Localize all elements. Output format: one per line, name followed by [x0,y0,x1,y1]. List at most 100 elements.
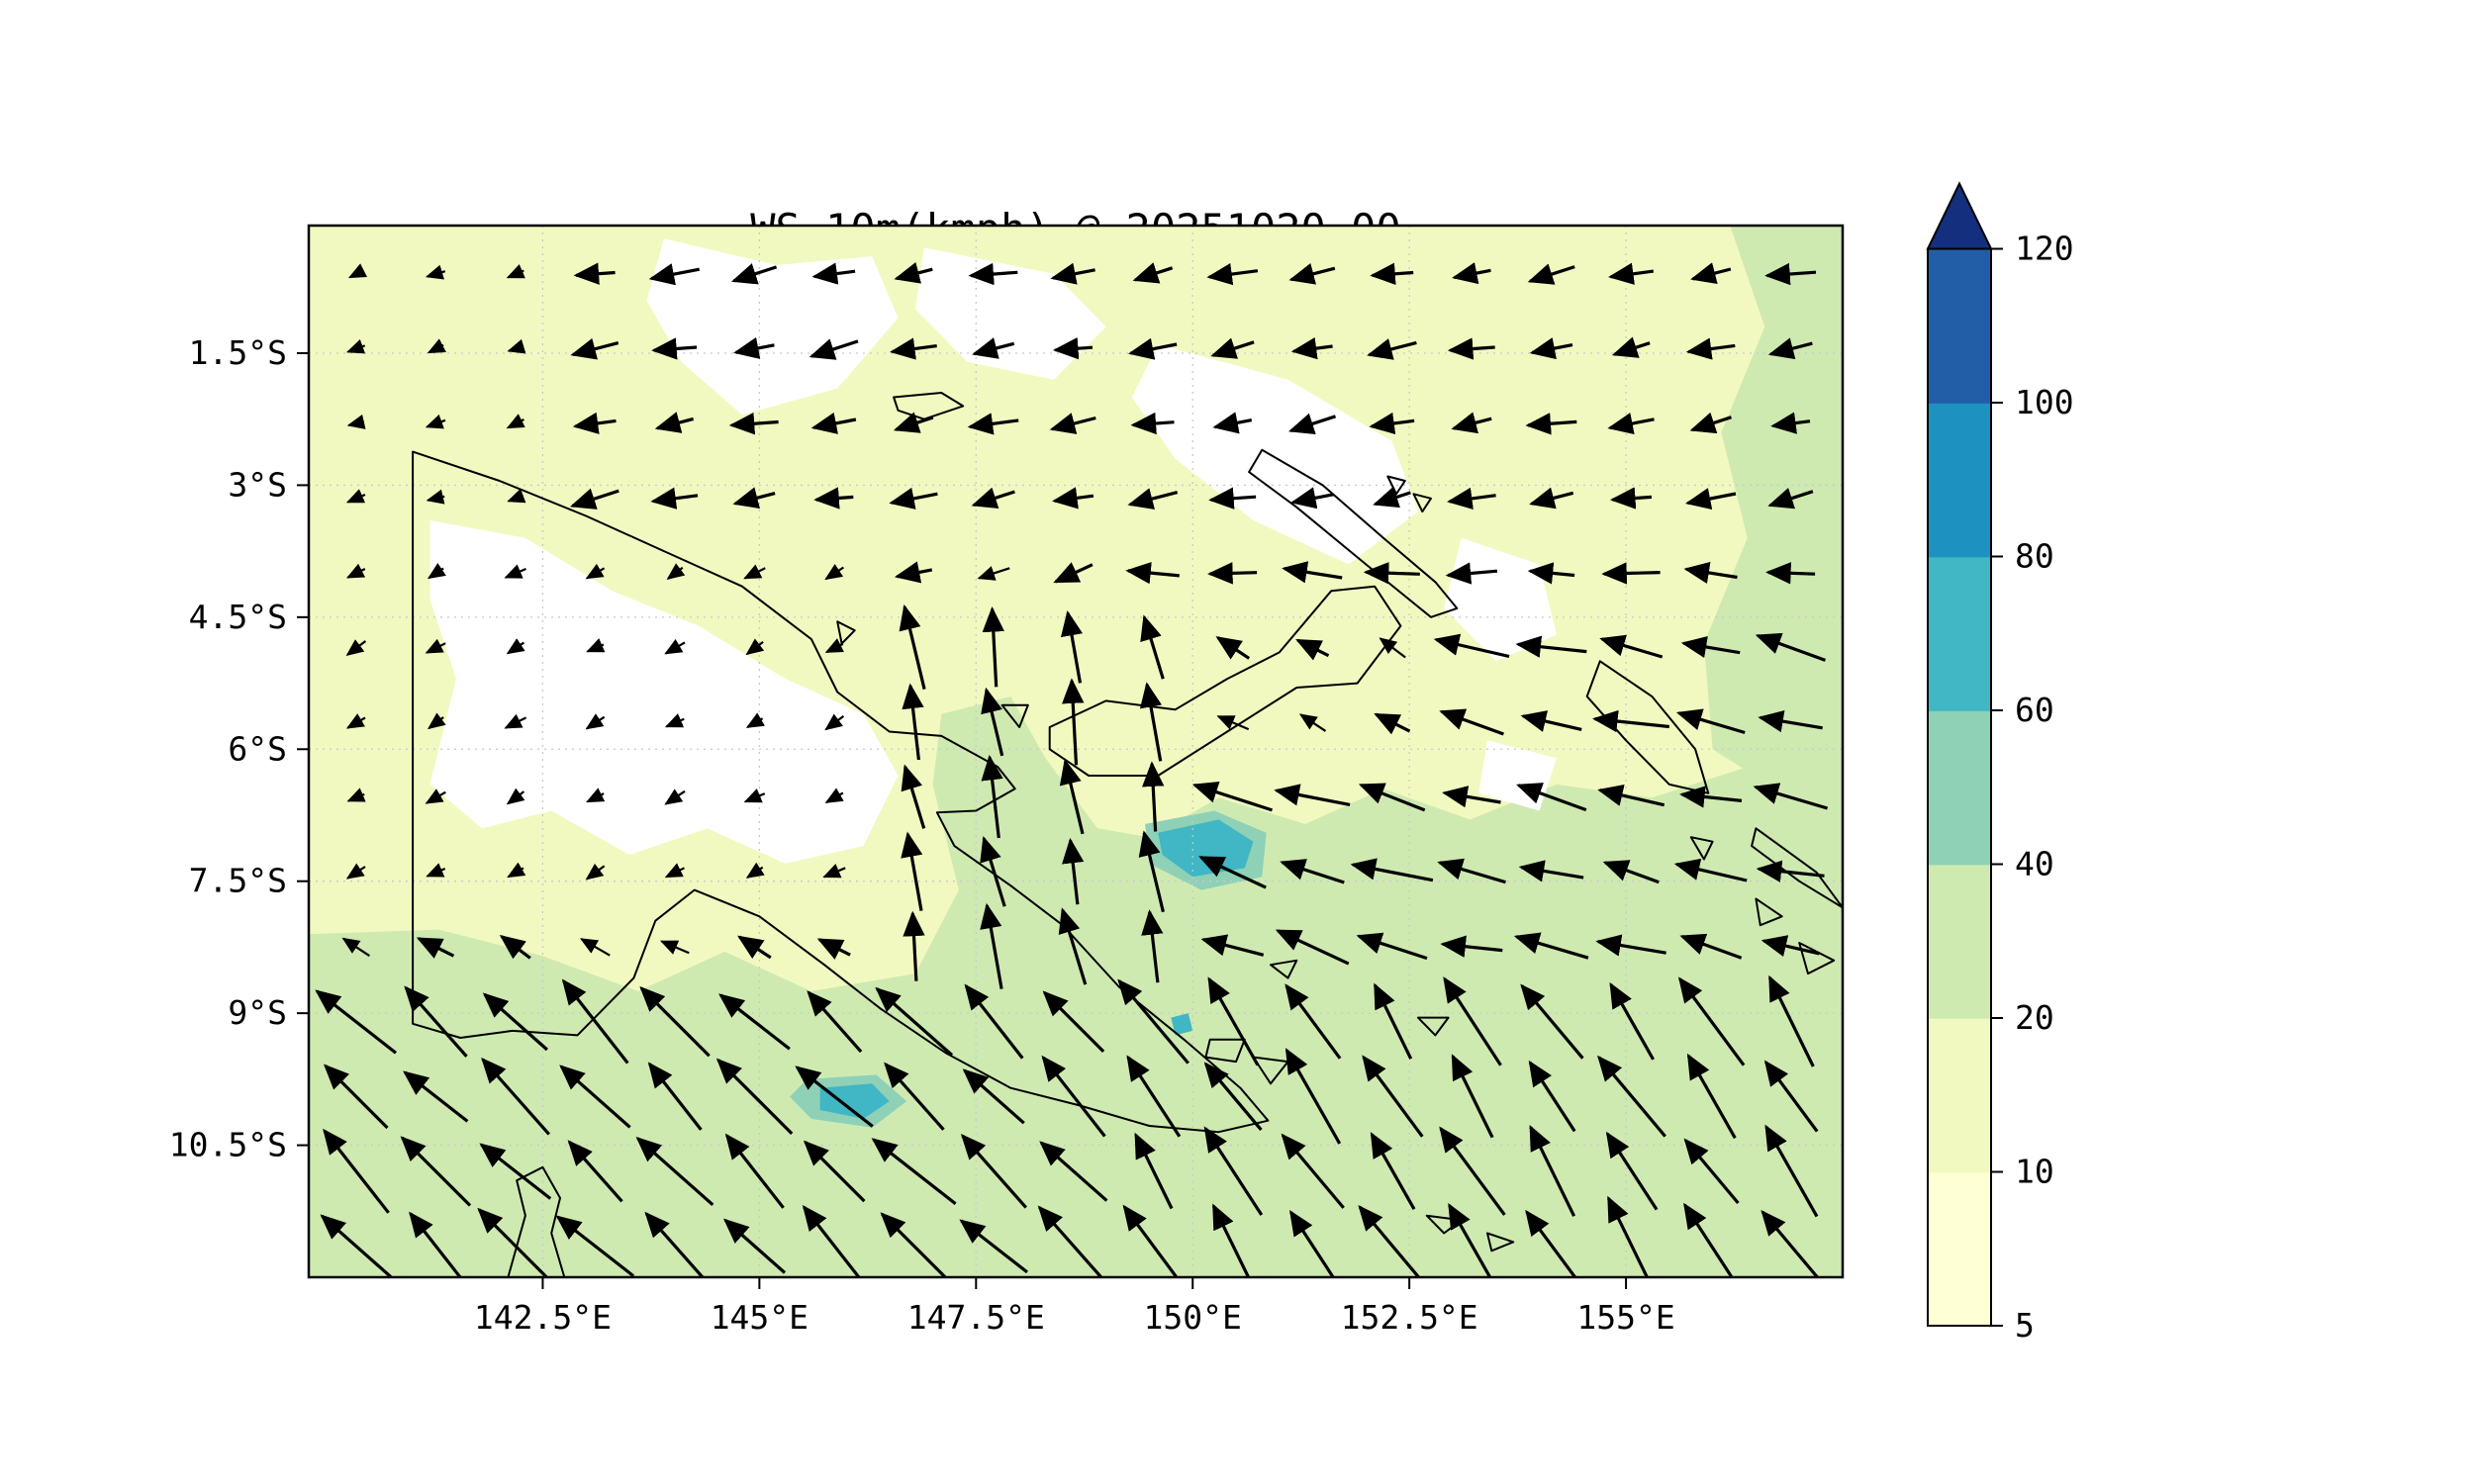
wind-arrow [1753,783,1829,810]
wind-arrow [1515,635,1587,658]
wind-arrow [1042,990,1105,1054]
wind-arrow [899,603,926,690]
contour-region-cyan-core-solomon-60-80 [1158,819,1254,878]
wind-arrow [1037,1205,1103,1277]
wind-arrow [664,638,686,655]
wind-arrow [426,863,446,878]
wind-arrow [1350,858,1434,882]
wind-arrow [1528,1060,1576,1133]
wind-arrow [1052,487,1094,510]
wind-arrow [506,638,525,655]
wind-arrow [664,788,686,805]
y-tick-label: 7.5°S [189,862,287,900]
wind-arrow [745,862,765,879]
wind-arrow [1599,634,1664,659]
wind-arrow [894,261,933,284]
wind-arrow [1764,1124,1819,1218]
wind-arrow [499,934,531,960]
wind-arrow [1520,983,1584,1060]
wind-arrow [1597,1055,1666,1138]
y-tick-label: 9°S [228,993,287,1032]
wind-arrow [1755,632,1827,662]
wind-arrow [1282,561,1343,584]
wind-arrow [479,1143,552,1200]
wind-arrow [647,1062,703,1131]
wind-arrow [893,412,934,433]
wind-arrow [1683,1138,1740,1205]
wind-arrow [964,983,1024,1060]
wind-arrow [507,338,526,354]
wind-arrow [425,264,446,280]
wind-arrow [960,1133,1027,1209]
wind-arrow [1756,860,1825,882]
colorbar-segment [1928,248,1991,404]
wind-arrow [875,986,954,1057]
wind-arrow [1765,562,1816,585]
axes: 142.5°E 145°E 147.5°E 150°E 152.5°E 155°E 1.5°… [169,333,1675,1337]
wind-arrow [400,1136,472,1207]
colorbar-tick-label: 10 [2015,1153,2054,1191]
wind-arrow [1606,1195,1650,1277]
wind-arrow [1275,929,1350,966]
wind-arrow [1679,933,1743,960]
wind-arrow [1289,1210,1336,1277]
wind-arrow [1285,983,1342,1060]
wind-arrow [561,978,629,1065]
wind-arrow [345,338,366,354]
wind-arrow [1448,1202,1492,1277]
wind-arrow [427,563,446,580]
wind-arrow [1358,783,1426,812]
wind-arrow [1290,337,1333,360]
wind-arrow [1206,263,1259,286]
wind-arrow [666,563,686,580]
wind-arrow [1439,1126,1506,1216]
wind-arrow [1527,562,1575,585]
colorbar-segment [1928,1171,1991,1327]
wind-arrow [824,564,845,581]
wind-arrow [1770,412,1811,434]
coastline-trobriand [1270,959,1298,979]
x-tick-label: 150°E [1144,1298,1242,1337]
wind-arrow [1683,1202,1734,1277]
wind-arrow [579,938,611,957]
wind-arrow [1362,1055,1424,1138]
wind-arrow [1370,1132,1416,1210]
wind-arrow [1274,784,1351,806]
wind-arrow [1675,708,1746,735]
wind-arrow [967,413,1019,435]
colorbar-segment [1928,556,1991,711]
wind-arrow [737,935,772,960]
wind-arrow [345,639,367,656]
wind-arrow [1288,262,1336,285]
wind-arrow [728,413,779,435]
coastline-umboi [1000,703,1029,728]
coastline-shortland [1689,836,1714,861]
wind-arrow [1518,860,1584,882]
wind-arrow [959,1219,1028,1274]
wind-arrows [315,261,1829,1277]
wind-arrow [718,993,791,1051]
wind-arrow [585,563,606,580]
wind-arrow [570,337,619,360]
wind-arrow [722,1218,787,1274]
wind-arrow [962,1068,1025,1125]
wind-arrow [1370,262,1414,285]
wind-arrow [341,937,371,958]
wind-arrow [1207,562,1258,585]
wind-arrow [1216,715,1250,731]
wind-arrow [1210,337,1255,359]
wind-arrow [664,713,685,728]
coastline-cape-york [507,1165,566,1277]
wind-arrow [1367,338,1417,360]
wind-arrow [1363,562,1420,585]
wind-arrow [347,263,368,279]
wind-arrow [1760,935,1820,958]
wind-arrow [635,1137,714,1206]
wind-arrow [346,414,366,429]
wind-arrow [1132,262,1174,284]
wind-arrow [1607,413,1655,435]
wind-arrow [1437,858,1506,884]
wind-arrow [481,1057,550,1136]
